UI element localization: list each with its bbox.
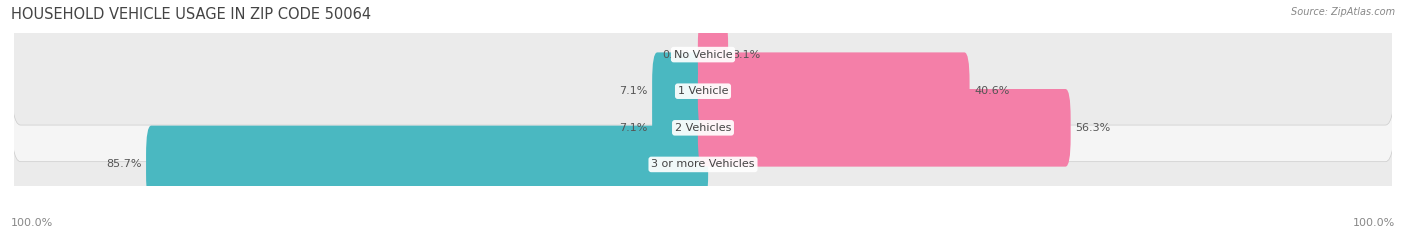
Text: 2 Vehicles: 2 Vehicles [675,123,731,133]
FancyBboxPatch shape [11,94,1395,233]
Text: 56.3%: 56.3% [1076,123,1111,133]
FancyBboxPatch shape [11,57,1395,198]
Text: 7.1%: 7.1% [619,123,648,133]
Text: 0.0%: 0.0% [662,50,690,60]
FancyBboxPatch shape [697,52,970,130]
Text: 100.0%: 100.0% [11,218,53,228]
Text: 40.6%: 40.6% [974,86,1010,96]
Text: 100.0%: 100.0% [1353,218,1395,228]
FancyBboxPatch shape [11,21,1395,162]
Text: 7.1%: 7.1% [619,86,648,96]
Text: 0.0%: 0.0% [716,159,744,169]
FancyBboxPatch shape [697,16,728,93]
FancyBboxPatch shape [11,0,1395,125]
Text: 3 or more Vehicles: 3 or more Vehicles [651,159,755,169]
FancyBboxPatch shape [652,52,709,130]
Text: Source: ZipAtlas.com: Source: ZipAtlas.com [1291,7,1395,17]
Text: 1 Vehicle: 1 Vehicle [678,86,728,96]
Text: 85.7%: 85.7% [105,159,142,169]
FancyBboxPatch shape [146,126,709,203]
Text: No Vehicle: No Vehicle [673,50,733,60]
FancyBboxPatch shape [652,89,709,167]
FancyBboxPatch shape [697,89,1070,167]
Text: 3.1%: 3.1% [733,50,761,60]
Text: HOUSEHOLD VEHICLE USAGE IN ZIP CODE 50064: HOUSEHOLD VEHICLE USAGE IN ZIP CODE 5006… [11,7,371,22]
